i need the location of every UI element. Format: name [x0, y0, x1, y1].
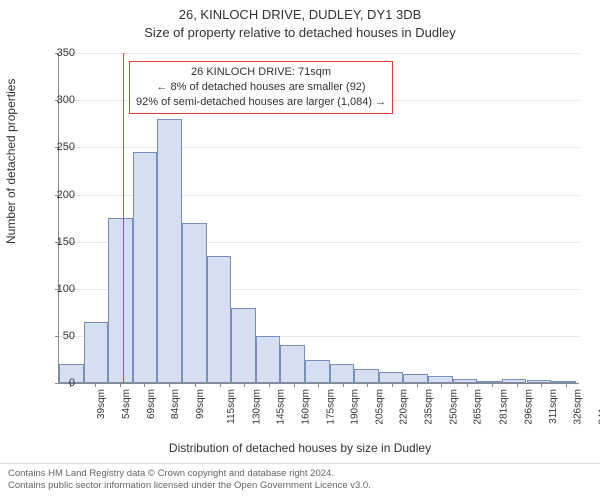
x-tick-mark [244, 383, 245, 387]
x-tick-mark [294, 383, 295, 387]
x-tick-mark [492, 383, 493, 387]
chart-area: Number of detached properties 26 KINLOCH… [0, 41, 600, 461]
x-tick-mark [120, 383, 121, 387]
x-tick-mark [343, 383, 344, 387]
annotation-line-2: ← 8% of detached houses are smaller (92) [136, 80, 386, 95]
x-axis-label: Distribution of detached houses by size … [0, 441, 600, 455]
x-tick-label: 220sqm [399, 389, 410, 425]
histogram-bar [256, 336, 281, 383]
x-tick-mark [95, 383, 96, 387]
x-tick-label: 145sqm [276, 389, 287, 425]
reference-line [123, 53, 124, 383]
footer-line-1: Contains HM Land Registry data © Crown c… [8, 468, 592, 480]
annotation-line-3: 92% of semi-detached houses are larger (… [136, 95, 386, 110]
histogram-bar [477, 381, 502, 383]
histogram-bar [453, 379, 478, 383]
x-tick-mark [541, 383, 542, 387]
histogram-bar [330, 364, 355, 383]
footer: Contains HM Land Registry data © Crown c… [0, 463, 600, 493]
x-tick-mark [467, 383, 468, 387]
annotation-box: 26 KINLOCH DRIVE: 71sqm ← 8% of detached… [129, 61, 393, 114]
x-tick-label: 39sqm [96, 389, 107, 419]
histogram-bar [502, 379, 527, 383]
x-tick-label: 54sqm [121, 389, 132, 419]
histogram-bar [207, 256, 232, 383]
y-tick-label: 350 [45, 47, 75, 59]
x-tick-mark [169, 383, 170, 387]
histogram-bar [280, 345, 305, 383]
x-tick-mark [517, 383, 518, 387]
x-tick-mark [441, 383, 442, 387]
y-tick-label: 0 [45, 377, 75, 389]
plot-region: 26 KINLOCH DRIVE: 71sqm ← 8% of detached… [58, 53, 579, 384]
histogram-bar [108, 218, 133, 383]
x-tick-label: 99sqm [195, 389, 206, 419]
grid-line [59, 147, 579, 148]
x-tick-mark [269, 383, 270, 387]
x-tick-label: 130sqm [251, 389, 262, 425]
histogram-bar [182, 223, 207, 383]
y-tick-label: 200 [45, 189, 75, 201]
histogram-bar [379, 372, 404, 383]
x-tick-label: 296sqm [524, 389, 535, 425]
title-line-1: 26, KINLOCH DRIVE, DUDLEY, DY1 3DB [0, 6, 600, 24]
histogram-bar [428, 376, 453, 384]
histogram-bar [551, 381, 576, 383]
histogram-bar [133, 152, 158, 383]
x-tick-label: 326sqm [573, 389, 584, 425]
x-tick-label: 160sqm [301, 389, 312, 425]
histogram-bar [157, 119, 182, 383]
footer-line-2: Contains public sector information licen… [8, 480, 592, 492]
x-tick-label: 235sqm [424, 389, 435, 425]
x-tick-label: 84sqm [170, 389, 181, 419]
x-tick-mark [195, 383, 196, 387]
histogram-bar [84, 322, 109, 383]
histogram-bar [527, 380, 552, 383]
y-tick-label: 100 [45, 283, 75, 295]
x-tick-label: 205sqm [374, 389, 385, 425]
histogram-bar [354, 369, 379, 383]
y-tick-label: 250 [45, 141, 75, 153]
x-tick-mark [367, 383, 368, 387]
x-tick-label: 250sqm [448, 389, 459, 425]
x-tick-label: 69sqm [146, 389, 157, 419]
histogram-bar [231, 308, 256, 383]
y-axis-label: Number of detached properties [4, 79, 18, 244]
histogram-bar [403, 374, 428, 383]
x-tick-label: 281sqm [499, 389, 510, 425]
title-line-2: Size of property relative to detached ho… [0, 24, 600, 42]
y-tick-label: 150 [45, 236, 75, 248]
x-tick-mark [144, 383, 145, 387]
x-tick-label: 115sqm [226, 389, 237, 424]
y-tick-label: 50 [45, 330, 75, 342]
x-tick-mark [392, 383, 393, 387]
chart-title: 26, KINLOCH DRIVE, DUDLEY, DY1 3DB Size … [0, 0, 600, 41]
grid-line [59, 53, 579, 54]
histogram-bar [305, 360, 330, 384]
x-tick-mark [220, 383, 221, 387]
x-tick-label: 311sqm [548, 389, 559, 424]
x-tick-label: 190sqm [350, 389, 361, 425]
x-tick-label: 265sqm [473, 389, 484, 425]
x-tick-mark [318, 383, 319, 387]
x-tick-mark [417, 383, 418, 387]
y-tick-label: 300 [45, 94, 75, 106]
x-tick-mark [566, 383, 567, 387]
x-tick-label: 175sqm [325, 389, 336, 425]
annotation-line-1: 26 KINLOCH DRIVE: 71sqm [136, 65, 386, 80]
